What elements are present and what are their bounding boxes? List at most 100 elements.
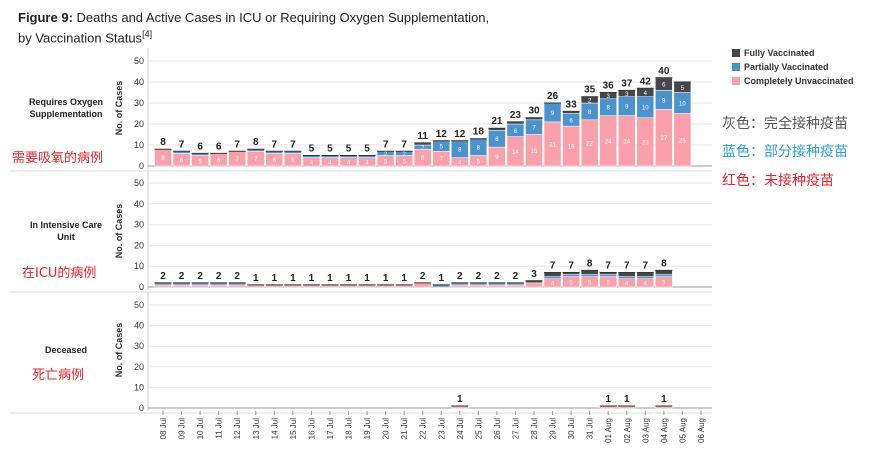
icu-inner-label-unvax: 5 (569, 280, 573, 286)
xtick-label: 06 Aug (697, 418, 706, 443)
oxygen-inner-label-unvax: 4 (328, 160, 332, 166)
panel-1-bar-fully (636, 272, 655, 277)
panel-1-bar-unvax (506, 284, 525, 288)
xtick-label: 31 Jul (586, 418, 595, 440)
panel-2-row-label: Deceased (45, 345, 87, 355)
panel-0-total-label: 30 (528, 106, 540, 117)
xtick-label: 28 Jul (530, 418, 539, 440)
panel-1-total-label: 2 (216, 271, 222, 282)
oxygen-inner-label-unvax: 14 (512, 150, 519, 156)
oxygen-inner-label-unvax: 5 (198, 159, 202, 165)
panel-1-total-label: 7 (568, 260, 574, 271)
oxygen-inner-label-partial: 8 (458, 148, 462, 154)
panel-1-total-label: 1 (309, 273, 315, 284)
legend-item-fully: Fully Vaccinated (732, 46, 854, 60)
panel-1-total-label: 8 (587, 258, 593, 269)
panel-0-total-label: 8 (160, 137, 166, 148)
panel-1-bar-unvax (488, 284, 506, 288)
xtick-label: 19 Jul (363, 418, 372, 440)
figure-title: Figure 9: Deaths and Active Cases in ICU… (18, 10, 489, 46)
oxygen-inner-label-unvax: 6 (217, 158, 221, 164)
panel-0-total-label: 23 (510, 110, 522, 121)
panel-1-total-label: 7 (605, 260, 611, 271)
oxygen-inner-label-unvax: 7 (440, 157, 444, 163)
panel-0-ytick-label: 50 (134, 56, 144, 66)
note-blue: 蓝色：部分接种疫苗 (722, 144, 848, 160)
oxygen-inner-label-unvax: 8 (161, 156, 165, 162)
xtick-label: 21 Jul (400, 418, 409, 440)
xtick-label: 17 Jul (326, 418, 335, 440)
oxygen-inner-label-partial: 9 (662, 98, 666, 104)
panel-1-row-label: Unit (57, 232, 75, 242)
oxygen-inner-label-unvax: 6 (291, 158, 295, 164)
oxygen-inner-label-unvax: 7 (254, 157, 258, 163)
panel-1-ytick-label: 30 (134, 220, 144, 230)
xtick-label: 01 Aug (604, 418, 613, 443)
panel-1-bar-unvax (172, 284, 191, 288)
oxygen-inner-label-partial: 9 (625, 105, 629, 111)
panel-1-bar-fully (580, 270, 599, 275)
xtick-label: 05 Aug (678, 418, 687, 443)
xtick-label: 09 Jul (178, 418, 187, 440)
panel-0-total-label: 21 (491, 116, 503, 127)
icu-inner-label-unvax: 5 (607, 280, 611, 286)
panel-1-bar-partial (543, 276, 562, 279)
oxygen-inner-label-partial: 5 (440, 145, 444, 151)
panel-0-ytick-label: 10 (134, 140, 144, 150)
panel-1-bar-unvax (191, 284, 209, 288)
oxygen-inner-label-fully: 6 (662, 83, 666, 89)
xtick-label: 16 Jul (307, 418, 316, 440)
legend-swatch-partially (732, 63, 740, 71)
oxygen-inner-label-unvax: 6 (273, 158, 277, 164)
panel-0-total-label: 7 (290, 139, 296, 150)
oxygen-inner-label-partial: 7 (532, 126, 536, 132)
xtick-label: 25 Jul (474, 418, 483, 440)
icu-inner-label-unvax: 4 (644, 281, 648, 287)
panel-0-total-label: 5 (327, 144, 333, 155)
panel-1-total-label: 2 (494, 271, 500, 282)
panel-1-row-label: In Intensive Care (30, 220, 102, 230)
oxygen-inner-label-unvax: 22 (586, 141, 593, 147)
xtick-label: 11 Jul (215, 418, 224, 439)
panel-0-ylabel: No. of Cases (114, 81, 124, 136)
panel-0-ytick-label: 40 (134, 77, 144, 87)
xtick-label: 29 Jul (549, 418, 558, 440)
panel-2-ytick-label: 20 (134, 362, 144, 372)
legend: Fully Vaccinated Partially Vaccinated Co… (732, 46, 854, 88)
panel-0-row-label: Requires Oxygen (29, 97, 103, 107)
panel-1-bar-partial (599, 274, 617, 277)
oxygen-inner-label-unvax: 27 (661, 136, 668, 142)
legend-label-unvaccinated: Completely Unvaccinated (744, 76, 854, 86)
panel-2-total-label: 1 (624, 394, 630, 405)
panel-2-total-label: 1 (605, 394, 611, 405)
panel-1-ytick-label: 0 (139, 282, 144, 292)
xtick-label: 12 Jul (233, 418, 242, 440)
legend-swatch-unvaccinated (732, 77, 740, 85)
oxygen-inner-label-fully: 4 (644, 91, 648, 97)
panel-1-total-label: 1 (401, 273, 407, 284)
panel-0-total-label: 7 (179, 139, 185, 150)
oxygen-inner-label-partial: 2 (402, 152, 406, 158)
panel-0-total-label: 12 (436, 129, 448, 140)
panel-2-ytick-label: 0 (139, 403, 144, 413)
oxygen-inner-label-unvax: 24 (605, 139, 612, 145)
xtick-label: 23 Jul (437, 418, 446, 440)
panel-1-total-label: 2 (197, 271, 203, 282)
panel-1-bar-partial (655, 274, 673, 277)
panel-1-bar-partial (580, 274, 599, 277)
oxygen-inner-label-partial: 2 (384, 152, 388, 158)
panel-1-total-label: 1 (438, 273, 444, 284)
panel-1-total-label: 2 (160, 271, 166, 282)
panel-0-total-label: 5 (364, 144, 370, 155)
panel-1-bar-unvax (228, 284, 246, 288)
oxygen-inner-label-unvax: 24 (623, 139, 630, 145)
oxygen-inner-label-partial: 8 (588, 110, 592, 116)
legend-item-partially: Partially Vaccinated (732, 60, 854, 74)
oxygen-inner-label-partial: 9 (551, 111, 555, 117)
panel-0-total-label: 33 (566, 99, 578, 110)
note-gray: 灰色：完全接种疫苗 (722, 116, 848, 132)
panel-0-total-label: 37 (621, 78, 633, 89)
xtick-label: 04 Aug (660, 418, 669, 443)
panel-1-bar-partial (618, 276, 636, 279)
panel-1-total-label: 1 (364, 273, 370, 284)
